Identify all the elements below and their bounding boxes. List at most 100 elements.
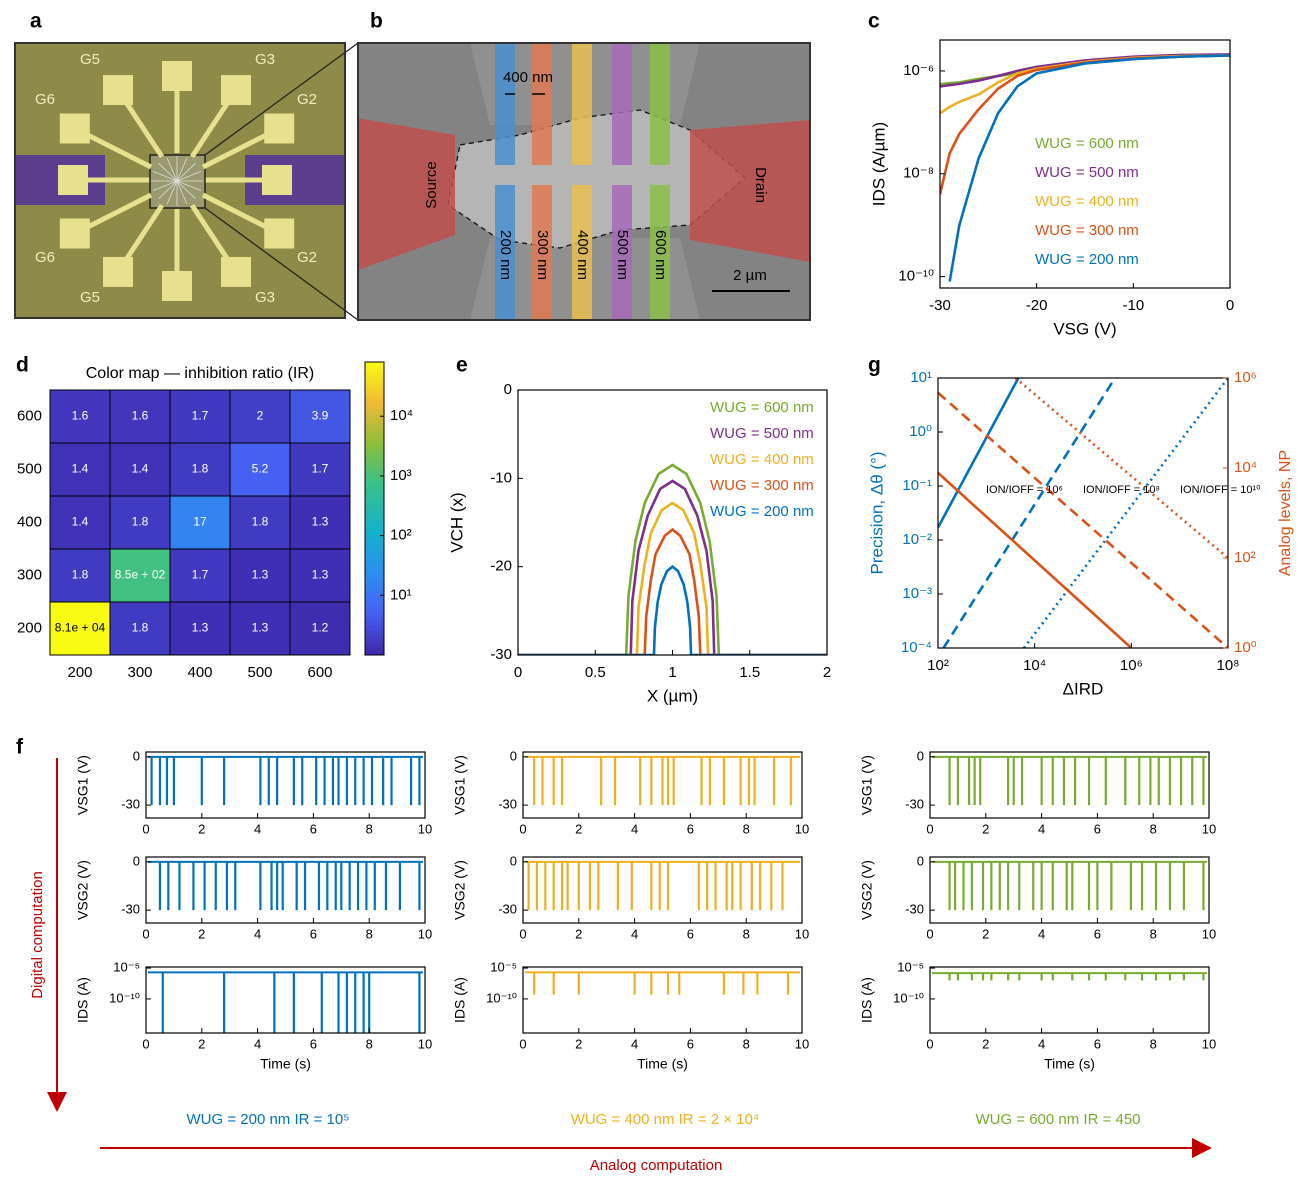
x-tick-label: 10 — [418, 926, 432, 941]
colorbar-step — [365, 406, 384, 410]
colorbar-step — [365, 541, 384, 545]
colorbar-step — [365, 509, 384, 513]
y2-tick-label: 10⁶ — [1234, 369, 1257, 386]
gate-label: G5 — [80, 289, 100, 306]
series-line — [518, 530, 827, 655]
series-line — [518, 503, 827, 655]
x-tick-label: 6 — [687, 1036, 694, 1051]
x-tick-label: -10 — [1122, 297, 1144, 314]
x-tick-label: -20 — [1026, 297, 1048, 314]
pulse-chart: 0246810-300VSG1 (V) — [859, 748, 1217, 836]
heatmap: 1.61.61.723.91.41.41.85.21.71.41.8171.81… — [17, 362, 413, 681]
y-tick-label: -30 — [498, 797, 517, 812]
x-tick-label: 10⁶ — [1120, 657, 1143, 674]
x-tick-label: 2 — [982, 1036, 989, 1051]
colorbar-step — [365, 435, 384, 439]
series-line — [938, 393, 1228, 648]
plot-frame — [146, 967, 425, 1033]
y-tick-label: 10⁻⁵ — [897, 960, 924, 975]
cell-label: 1.2 — [312, 621, 329, 635]
y-axis-label: IDS (A/µm) — [869, 122, 888, 206]
gate-label: G6 — [35, 249, 55, 266]
colorbar-step — [365, 465, 384, 469]
cell-label: 1.3 — [192, 621, 209, 635]
x-tick-label: 6 — [687, 821, 694, 836]
x-tick-label: 2 — [575, 926, 582, 941]
colorbar-step — [365, 432, 384, 436]
x-tick-label: 4 — [254, 926, 261, 941]
x-tick-label: 4 — [631, 926, 638, 941]
x-tick-label: 8 — [1150, 1036, 1157, 1051]
y-tick-label: 10⁻⁶ — [903, 62, 934, 79]
x-tick-label: 8 — [743, 926, 750, 941]
colorbar-step — [365, 615, 384, 619]
colorbar-step — [365, 428, 384, 432]
colorbar-step — [365, 530, 384, 534]
colorbar-step — [365, 618, 384, 622]
panel-label: a — [30, 10, 42, 33]
y-tick-label: 400 — [17, 513, 42, 530]
gate-label: G3 — [255, 51, 275, 68]
y-axis-label: IDS (A) — [452, 977, 468, 1023]
colorbar-step — [365, 369, 384, 373]
y2-axis-label: Analog levels, NP — [1277, 450, 1294, 576]
colorbar-step — [365, 596, 384, 600]
cell-label: 1.8 — [72, 568, 89, 582]
colorbar-step — [365, 582, 384, 586]
y-tick-label: 10⁻² — [902, 531, 932, 548]
pad — [264, 114, 294, 144]
x-tick-label: 6 — [1094, 1036, 1101, 1051]
x-tick-label: 6 — [1094, 926, 1101, 941]
colorbar-step — [365, 516, 384, 520]
x-tick-label: 0 — [519, 821, 526, 836]
x-tick-label: 8 — [366, 821, 373, 836]
colorbar-step — [365, 388, 384, 392]
y-axis-label: VSG1 (V) — [859, 755, 875, 815]
pad — [60, 219, 90, 249]
source-label: Source — [423, 161, 440, 209]
colorbar-step — [365, 402, 384, 406]
y-tick-label: 10¹ — [910, 369, 932, 386]
y-axis-label: IDS (A) — [75, 977, 91, 1023]
colorbar-step — [365, 560, 384, 564]
cell-label: 1.7 — [192, 409, 209, 423]
legend-entry: WUG = 200 nm — [710, 503, 814, 520]
panel-label: c — [868, 10, 880, 33]
x-tick-label: 10 — [795, 821, 809, 836]
y-tick-label: 10⁻⁵ — [490, 960, 517, 975]
y-tick-label: 10⁻⁵ — [113, 960, 140, 975]
colorbar-step — [365, 611, 384, 615]
y-tick-label: -20 — [490, 558, 512, 575]
colorbar-step — [365, 626, 384, 630]
series-line — [938, 473, 1131, 648]
cell-label: 1.4 — [72, 462, 89, 476]
y-axis-label: VCH (x) — [447, 492, 466, 552]
pulse-chart: 0246810-300VSG1 (V) — [452, 748, 810, 836]
colorbar-step — [365, 413, 384, 417]
plot-frame — [146, 857, 425, 923]
x-tick-label: 1 — [668, 664, 676, 681]
colorbar-step — [365, 578, 384, 582]
colorbar-step — [365, 585, 384, 589]
gate-label: G2 — [297, 249, 317, 266]
colorbar-step — [365, 457, 384, 461]
x-tick-label: 300 — [127, 664, 152, 681]
pad — [60, 114, 90, 144]
annotation: ION/IOFF = 10⁶ — [986, 484, 1063, 496]
pulse-chart: 024681010⁻¹⁰10⁻⁵Time (s)IDS (A) — [452, 960, 810, 1072]
colorbar-step — [365, 538, 384, 542]
x-tick-label: 0 — [926, 821, 933, 836]
pad — [221, 257, 251, 287]
y-tick-label: 10⁻¹ — [902, 477, 932, 494]
x-tick-label: 6 — [310, 926, 317, 941]
colorbar-step — [365, 483, 384, 487]
colorbar-step — [365, 439, 384, 443]
x-tick-label: 8 — [1150, 926, 1157, 941]
y-tick-label: 0 — [504, 381, 512, 398]
colorbar-step — [365, 399, 384, 403]
x-tick-label: -30 — [929, 297, 951, 314]
x-tick-label: 6 — [310, 821, 317, 836]
colorbar-step — [365, 534, 384, 538]
x-tick-label: 10 — [418, 821, 432, 836]
